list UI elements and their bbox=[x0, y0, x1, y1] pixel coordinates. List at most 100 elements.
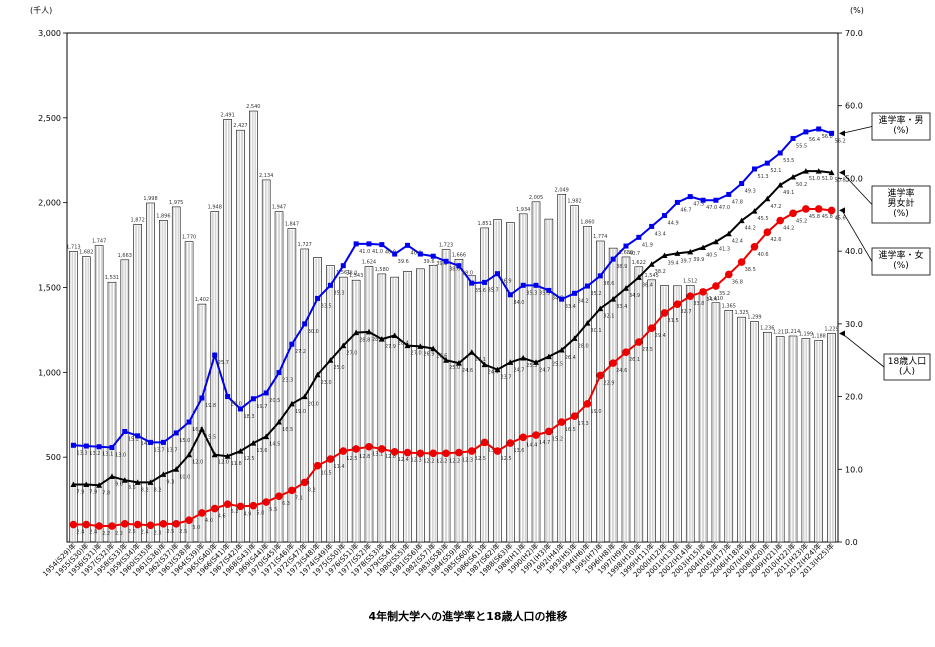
series-value-label: 5.0 bbox=[256, 511, 264, 517]
population-bar bbox=[775, 336, 785, 543]
series-marker-square bbox=[790, 135, 796, 141]
series-marker-square bbox=[302, 321, 308, 327]
population-bar bbox=[827, 333, 836, 543]
series-value-label: 9.0 bbox=[115, 482, 123, 488]
population-bar bbox=[249, 110, 258, 543]
series-value-label: 26.1 bbox=[629, 357, 640, 363]
series-value-label: 10.5 bbox=[321, 471, 332, 477]
legend-pointer bbox=[841, 172, 873, 205]
population-bar bbox=[724, 310, 734, 543]
series-value-label: 56.4 bbox=[809, 137, 820, 143]
series-value-label: 24.7 bbox=[513, 367, 524, 373]
series-value-label: 34.4 bbox=[706, 297, 717, 303]
series-value-label: 27.2 bbox=[295, 349, 306, 355]
series-value-label: 27.5 bbox=[642, 347, 653, 353]
series-marker-circle bbox=[557, 418, 566, 426]
series-value-label: 26.1 bbox=[475, 357, 486, 363]
legend-label: 男女計 bbox=[887, 197, 914, 209]
series-marker-square bbox=[237, 406, 243, 412]
series-marker-square bbox=[751, 166, 757, 172]
legend-arrowhead bbox=[839, 207, 845, 214]
population-bar bbox=[608, 247, 618, 543]
series-marker-square bbox=[494, 271, 500, 277]
series-value-label: 30.1 bbox=[590, 328, 601, 334]
series-value-label: 39.7 bbox=[680, 258, 691, 264]
series-marker-circle bbox=[262, 498, 270, 506]
series-marker-triangle bbox=[250, 440, 257, 446]
legend-box bbox=[883, 353, 931, 381]
series-marker-square bbox=[160, 439, 166, 445]
series-marker-square bbox=[225, 394, 231, 400]
series-value-label: 2.5 bbox=[128, 529, 136, 535]
series-value-label: 34.2 bbox=[578, 298, 589, 304]
bar-value-label: 1,365 bbox=[722, 303, 736, 309]
series-value-label: 56.2 bbox=[835, 138, 846, 144]
series-marker-square bbox=[109, 444, 115, 450]
left-tick-label: 2,500 bbox=[38, 114, 61, 123]
series-marker-triangle bbox=[314, 371, 321, 378]
population-bar bbox=[737, 316, 746, 543]
legend-box bbox=[871, 247, 931, 276]
series-marker-circle bbox=[827, 206, 836, 215]
series-marker-circle bbox=[339, 447, 348, 455]
population-bar bbox=[595, 240, 605, 543]
series-marker-square bbox=[327, 282, 333, 288]
series-value-label: 23.3 bbox=[282, 378, 293, 384]
series-value-label: 5.2 bbox=[231, 509, 239, 515]
series-value-label: 49.3 bbox=[745, 189, 756, 195]
series-marker-circle bbox=[429, 449, 438, 458]
legend-pointer bbox=[841, 333, 885, 368]
series-value-label: 13.7 bbox=[488, 447, 499, 453]
bar-value-label: 1,666 bbox=[452, 252, 466, 258]
series-value-label: 13.6 bbox=[256, 448, 267, 454]
series-value-label: 4.9 bbox=[243, 511, 251, 517]
series-marker-square bbox=[263, 390, 269, 396]
population-bar bbox=[184, 241, 194, 543]
series-marker-circle bbox=[660, 309, 669, 317]
bar-value-label: 2,427 bbox=[233, 123, 247, 129]
series-marker-triangle bbox=[584, 320, 591, 326]
series-value-label: 6.3 bbox=[282, 501, 290, 507]
series-marker-triangle bbox=[96, 482, 103, 488]
legend-pointer bbox=[841, 126, 873, 134]
population-bar bbox=[698, 292, 708, 543]
series-value-label: 52.1 bbox=[770, 168, 781, 174]
left-tick-label: 1,500 bbox=[38, 284, 61, 293]
series-marker-triangle bbox=[815, 168, 822, 174]
population-bar bbox=[223, 119, 232, 543]
series-value-label: 33.4 bbox=[565, 304, 576, 310]
series-value-label: 35.6 bbox=[475, 288, 486, 294]
series-value-label: 4.6 bbox=[218, 514, 226, 520]
bar-value-label: 2,540 bbox=[246, 104, 260, 110]
population-bar bbox=[69, 251, 78, 543]
bar-value-label: 1,531 bbox=[105, 275, 119, 281]
series-value-label: 45.2 bbox=[796, 218, 807, 224]
series-marker-circle bbox=[172, 520, 181, 528]
bar-value-label: 1,199 bbox=[799, 332, 813, 338]
series-marker-circle bbox=[506, 439, 515, 447]
series-value-label: 33.5 bbox=[321, 303, 332, 309]
series-value-label: 47.0 bbox=[706, 205, 717, 211]
series-value-label: 46.7 bbox=[680, 207, 691, 213]
series-value-label: 4.0 bbox=[205, 518, 213, 524]
series-value-label: 45.8 bbox=[822, 214, 833, 220]
bar-value-label: 1,982 bbox=[567, 199, 581, 205]
population-bar bbox=[506, 222, 515, 543]
series-marker-triangle bbox=[430, 345, 437, 352]
bar-value-label: 1,561 bbox=[336, 270, 350, 276]
series-value-label: 24.7 bbox=[539, 367, 550, 373]
series-value-label: 34.0 bbox=[513, 300, 524, 306]
series-value-label: 39.3 bbox=[436, 261, 447, 267]
bar-value-label: 1,624 bbox=[362, 259, 376, 265]
series-value-label: 36.9 bbox=[500, 279, 511, 285]
series-value-label: 20.0 bbox=[231, 402, 242, 408]
series-value-label: 47.0 bbox=[719, 205, 730, 211]
population-bar bbox=[493, 219, 502, 543]
series-value-label: 2.4 bbox=[89, 530, 97, 536]
series-marker-triangle bbox=[494, 366, 501, 373]
series-value-label: 10.0 bbox=[179, 474, 190, 480]
series-marker-square bbox=[366, 241, 372, 247]
series-value-label: 18.3 bbox=[243, 414, 254, 420]
series-value-label: 25.7 bbox=[218, 360, 229, 366]
series-marker-circle bbox=[185, 516, 193, 524]
